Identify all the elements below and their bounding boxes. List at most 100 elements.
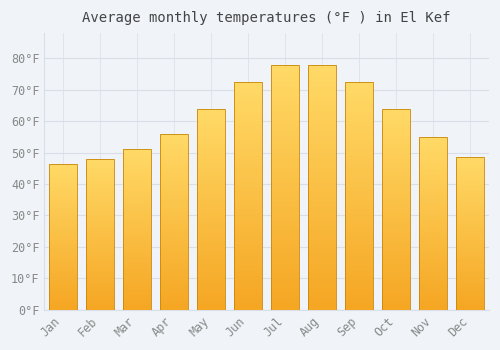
- Bar: [49, 194, 77, 196]
- Bar: [49, 267, 77, 269]
- Bar: [382, 261, 410, 264]
- Bar: [234, 234, 262, 237]
- Bar: [197, 270, 225, 272]
- Bar: [272, 170, 299, 173]
- Bar: [234, 230, 262, 232]
- Bar: [86, 281, 114, 282]
- Bar: [197, 247, 225, 250]
- Bar: [86, 240, 114, 242]
- Bar: [123, 249, 151, 251]
- Bar: [123, 295, 151, 297]
- Bar: [456, 173, 484, 174]
- Bar: [123, 299, 151, 300]
- Bar: [346, 84, 373, 86]
- Bar: [123, 244, 151, 246]
- Bar: [420, 261, 447, 263]
- Bar: [86, 275, 114, 276]
- Bar: [272, 212, 299, 214]
- Bar: [346, 127, 373, 130]
- Bar: [49, 188, 77, 190]
- Bar: [160, 155, 188, 157]
- Bar: [308, 246, 336, 248]
- Bar: [456, 171, 484, 173]
- Bar: [160, 149, 188, 151]
- Bar: [123, 182, 151, 183]
- Bar: [346, 307, 373, 310]
- Bar: [234, 123, 262, 125]
- Bar: [420, 173, 447, 175]
- Bar: [272, 214, 299, 217]
- Bar: [272, 192, 299, 195]
- Bar: [308, 131, 336, 133]
- Bar: [308, 239, 336, 241]
- Bar: [234, 266, 262, 269]
- Bar: [456, 209, 484, 211]
- Bar: [272, 104, 299, 106]
- Bar: [456, 183, 484, 185]
- Bar: [49, 265, 77, 266]
- Bar: [308, 133, 336, 136]
- Bar: [382, 195, 410, 197]
- Bar: [197, 275, 225, 278]
- Bar: [234, 289, 262, 292]
- Bar: [86, 198, 114, 200]
- Bar: [234, 296, 262, 298]
- Bar: [49, 177, 77, 178]
- Bar: [86, 263, 114, 265]
- Bar: [346, 294, 373, 296]
- Bar: [123, 266, 151, 268]
- Bar: [420, 177, 447, 178]
- Bar: [308, 280, 336, 283]
- Bar: [308, 226, 336, 229]
- Bar: [382, 217, 410, 219]
- Bar: [382, 259, 410, 261]
- Bar: [382, 273, 410, 275]
- Bar: [86, 305, 114, 307]
- Bar: [456, 217, 484, 218]
- Bar: [197, 259, 225, 261]
- Bar: [308, 114, 336, 116]
- Bar: [123, 273, 151, 274]
- Bar: [420, 299, 447, 301]
- Bar: [456, 272, 484, 273]
- Bar: [160, 151, 188, 153]
- Bar: [160, 266, 188, 267]
- Bar: [86, 188, 114, 189]
- Bar: [346, 285, 373, 287]
- Bar: [272, 246, 299, 248]
- Bar: [49, 216, 77, 218]
- Bar: [86, 266, 114, 267]
- Bar: [346, 198, 373, 201]
- Bar: [346, 264, 373, 266]
- Bar: [123, 204, 151, 205]
- Bar: [197, 243, 225, 245]
- Bar: [308, 70, 336, 72]
- Bar: [234, 187, 262, 189]
- Bar: [49, 165, 77, 167]
- Bar: [197, 119, 225, 121]
- Bar: [234, 159, 262, 162]
- Bar: [346, 177, 373, 180]
- Bar: [420, 294, 447, 296]
- Bar: [308, 75, 336, 77]
- Bar: [234, 221, 262, 223]
- Bar: [234, 139, 262, 141]
- Bar: [382, 177, 410, 179]
- Bar: [123, 212, 151, 214]
- Bar: [160, 255, 188, 257]
- Bar: [456, 258, 484, 259]
- Bar: [456, 231, 484, 232]
- Bar: [420, 185, 447, 187]
- Bar: [272, 70, 299, 72]
- Bar: [272, 283, 299, 285]
- Bar: [49, 278, 77, 279]
- Bar: [382, 272, 410, 273]
- Bar: [234, 301, 262, 303]
- Bar: [420, 211, 447, 213]
- Bar: [49, 191, 77, 193]
- Bar: [123, 154, 151, 156]
- Bar: [160, 280, 188, 281]
- Bar: [308, 258, 336, 261]
- Bar: [382, 284, 410, 286]
- Bar: [123, 258, 151, 260]
